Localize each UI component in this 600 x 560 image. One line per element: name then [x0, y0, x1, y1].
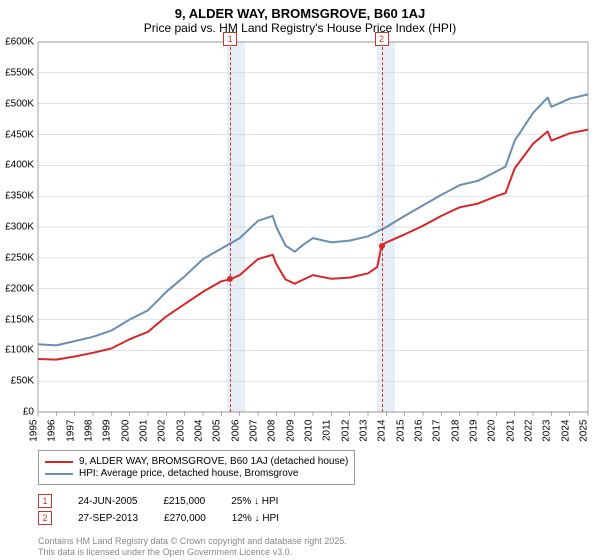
y-tick-label: £250K	[5, 252, 34, 263]
legend-row-hpi: HPI: Average price, detached house, Brom…	[45, 468, 348, 479]
x-tick-label: 1998	[84, 420, 95, 442]
y-tick-label: £450K	[5, 129, 34, 140]
sale-row-1: 1 24-JUN-2005 £215,000 25% ↓ HPI	[38, 494, 588, 508]
sale-delta-2: 12% ↓ HPI	[232, 513, 279, 524]
legend-label-hpi: HPI: Average price, detached house, Brom…	[79, 468, 298, 479]
x-tick-label: 2020	[487, 420, 498, 442]
x-tick-label: 2003	[175, 420, 186, 442]
x-tick-label: 2021	[505, 420, 516, 442]
legend-section: 9, ALDER WAY, BROMSGROVE, B60 1AJ (detac…	[38, 450, 588, 528]
sale-marker-1: 1	[38, 494, 52, 508]
sale-marker-2: 2	[38, 511, 52, 525]
x-tick-label: 2015	[395, 420, 406, 442]
y-tick-label: £350K	[5, 191, 34, 202]
x-tick-label: 2014	[377, 420, 388, 442]
sale-price-1: £215,000	[163, 496, 205, 507]
x-tick-label: 2008	[267, 420, 278, 442]
footer: Contains HM Land Registry data © Crown c…	[38, 536, 347, 558]
x-tick-label: 2025	[579, 420, 590, 442]
sale-date-1: 24-JUN-2005	[78, 496, 137, 507]
marker-line	[382, 42, 383, 412]
x-tick-label: 1996	[47, 420, 58, 442]
legend-line-property	[45, 461, 73, 463]
plot-area: £0£50K£100K£150K£200K£250K£300K£350K£400…	[38, 42, 588, 412]
x-tick-label: 2010	[304, 420, 315, 442]
x-tick-label: 2024	[560, 420, 571, 442]
sale-price-2: £270,000	[164, 513, 206, 524]
footer-line-2: This data is licensed under the Open Gov…	[38, 547, 347, 558]
sale-row-2: 2 27-SEP-2013 £270,000 12% ↓ HPI	[38, 511, 588, 525]
chart-container: £0£50K£100K£150K£200K£250K£300K£350K£400…	[38, 42, 588, 412]
y-tick-label: £150K	[5, 314, 34, 325]
y-tick-label: £50K	[11, 376, 34, 387]
x-tick-label: 2004	[194, 420, 205, 442]
x-tick-label: 2011	[322, 420, 333, 442]
x-tick-label: 2023	[542, 420, 553, 442]
x-tick-label: 2016	[414, 420, 425, 442]
chart-svg	[38, 42, 588, 412]
marker-line	[230, 42, 231, 412]
x-tick-label: 2005	[212, 420, 223, 442]
y-tick-label: £100K	[5, 345, 34, 356]
x-tick-label: 2000	[120, 420, 131, 442]
sale-delta-1: 25% ↓ HPI	[231, 496, 278, 507]
x-tick-label: 2002	[157, 420, 168, 442]
y-tick-label: £0	[23, 407, 34, 418]
x-tick-label: 2012	[340, 420, 351, 442]
y-tick-label: £500K	[5, 98, 34, 109]
legend-label-property: 9, ALDER WAY, BROMSGROVE, B60 1AJ (detac…	[79, 456, 348, 467]
y-tick-label: £400K	[5, 160, 34, 171]
chart-subtitle: Price paid vs. HM Land Registry's House …	[0, 21, 600, 39]
legend-line-hpi	[45, 473, 73, 475]
legend-row-property: 9, ALDER WAY, BROMSGROVE, B60 1AJ (detac…	[45, 456, 348, 467]
chart-title: 9, ALDER WAY, BROMSGROVE, B60 1AJ	[0, 0, 600, 21]
y-tick-label: £550K	[5, 67, 34, 78]
x-tick-label: 2007	[249, 420, 260, 442]
x-tick-label: 2013	[359, 420, 370, 442]
marker-box: 1	[223, 32, 237, 46]
legend-box: 9, ALDER WAY, BROMSGROVE, B60 1AJ (detac…	[38, 450, 355, 485]
x-tick-label: 2006	[230, 420, 241, 442]
sales-table: 1 24-JUN-2005 £215,000 25% ↓ HPI 2 27-SE…	[38, 494, 588, 525]
y-tick-label: £300K	[5, 222, 34, 233]
series-hpi	[38, 94, 588, 345]
y-tick-label: £200K	[5, 283, 34, 294]
x-tick-label: 2022	[524, 420, 535, 442]
x-tick-label: 1999	[102, 420, 113, 442]
sale-date-2: 27-SEP-2013	[78, 513, 138, 524]
y-axis-labels: £0£50K£100K£150K£200K£250K£300K£350K£400…	[0, 42, 36, 412]
x-axis-labels: 1995199619971998199920002001200220032004…	[38, 412, 588, 442]
x-tick-label: 2019	[469, 420, 480, 442]
y-tick-label: £600K	[5, 37, 34, 48]
x-tick-label: 1997	[65, 420, 76, 442]
x-tick-label: 2001	[139, 420, 150, 442]
sale-dot	[379, 243, 385, 249]
x-tick-label: 1995	[29, 420, 40, 442]
x-tick-label: 2009	[285, 420, 296, 442]
x-tick-label: 2018	[450, 420, 461, 442]
sale-dot	[227, 276, 233, 282]
footer-line-1: Contains HM Land Registry data © Crown c…	[38, 536, 347, 547]
marker-box: 2	[375, 32, 389, 46]
x-tick-label: 2017	[432, 420, 443, 442]
